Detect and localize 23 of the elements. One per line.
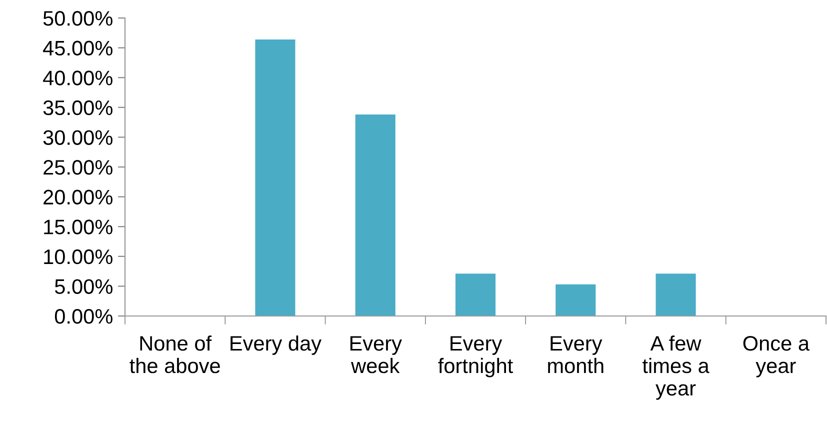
y-tick-label: 20.00% (44, 190, 112, 205)
bar (656, 274, 696, 316)
x-tick-label: Every week (350, 336, 402, 374)
bar (355, 114, 396, 316)
x-tick-label: Once a year (743, 336, 810, 378)
x-tick-label: Every month (548, 336, 604, 374)
x-tick-label: A few times a year (642, 335, 710, 400)
bar (455, 274, 496, 316)
y-tick-label: 45.00% (43, 40, 112, 56)
bar (255, 39, 296, 316)
y-tick-label: 5.00% (54, 279, 112, 294)
y-tick-label: 0.00% (54, 309, 112, 324)
y-tick-label: 25.00% (44, 160, 112, 175)
bar (556, 284, 596, 316)
y-tick-label: 30.00% (43, 130, 112, 145)
x-tick-label: Every fortnight (438, 336, 513, 378)
y-tick-label: 15.00% (44, 220, 112, 234)
y-tick-label: 35.00% (43, 100, 112, 116)
x-tick-label: None of the above (130, 335, 220, 374)
y-tick-label: 40.00% (43, 70, 112, 86)
x-tick-label: Every day (230, 335, 322, 355)
y-tick-label: 50.00% (43, 11, 112, 26)
y-tick-label: 10.00% (44, 249, 112, 264)
